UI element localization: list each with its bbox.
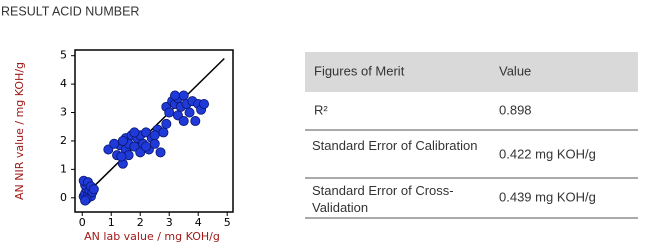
table-cell: Standard Error of Calibration: [312, 138, 478, 153]
table-header: Value: [499, 63, 531, 78]
point: [129, 127, 140, 138]
point: [178, 90, 189, 101]
x-tick-label: 5: [224, 216, 231, 229]
y-tick-label: 2: [60, 134, 67, 147]
table-header-bg: [305, 52, 638, 92]
point: [161, 118, 172, 129]
x-tick-label: 2: [137, 216, 144, 229]
y-tick-label: 0: [60, 191, 67, 204]
point: [158, 127, 169, 138]
point: [184, 107, 195, 118]
table-cell-wrap: Standard Error of Cross-Validation: [312, 183, 454, 215]
point: [199, 99, 210, 110]
y-tick-label: 4: [60, 77, 67, 90]
table-cell: 0.422 mg KOH/g: [499, 146, 596, 161]
point: [178, 116, 189, 127]
point: [170, 90, 181, 101]
point: [164, 107, 175, 118]
point: [155, 147, 166, 158]
x-tick-label: 1: [108, 216, 115, 229]
table-header: Figures of Merit: [314, 63, 405, 78]
x-axis-label: AN lab value / mg KOH/g: [84, 230, 220, 243]
x-tick-label: 3: [166, 216, 173, 229]
plot-frame: [74, 49, 234, 213]
y-axis-label: AN NIR value / mg KOH/g: [13, 62, 26, 200]
point: [80, 195, 91, 206]
x-tick-label: 4: [195, 216, 202, 229]
x-tick-label: 0: [79, 216, 86, 229]
point: [109, 138, 120, 149]
table-cell: 0.439 mg KOH/g: [499, 189, 596, 204]
table-cell: R²: [314, 102, 328, 117]
table-cell: 0.898: [499, 102, 532, 117]
point: [190, 116, 201, 127]
page-title: RESULT ACID NUMBER: [1, 4, 139, 18]
point: [116, 151, 127, 162]
point: [141, 141, 152, 152]
point: [149, 138, 160, 149]
point: [149, 130, 160, 141]
table-cell: Standard Error of Cross-Validation: [312, 183, 454, 215]
y-tick-label: 3: [60, 106, 67, 119]
point: [117, 135, 128, 146]
y-tick-label: 5: [60, 49, 67, 62]
point: [88, 184, 99, 195]
table: Figures of Merit Value R² 0.898 Standard…: [305, 52, 638, 219]
y-tick-label: 1: [60, 162, 67, 175]
table-cell-wrap: Standard Error of Calibration: [312, 138, 478, 153]
